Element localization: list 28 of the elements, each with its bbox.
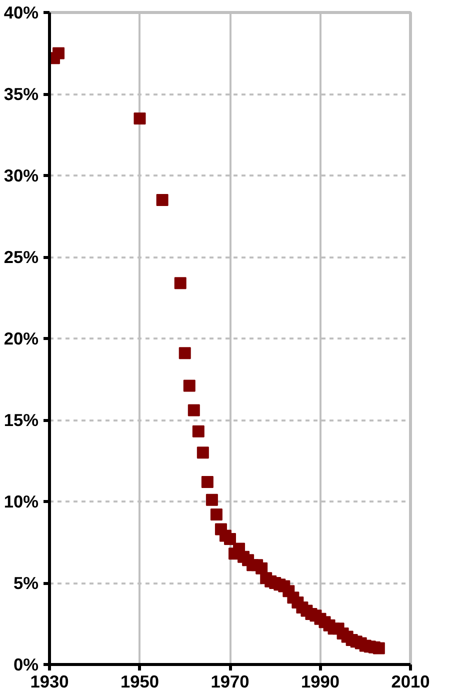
point [188,404,200,416]
y-tick-label: 5% [13,573,38,593]
point [192,425,204,438]
point [372,642,385,654]
point [206,494,218,506]
point [178,347,191,360]
point [134,112,146,124]
point [156,194,168,206]
x-tick-label: 1930 [30,672,69,692]
point [174,277,186,290]
x-tick-label: 1970 [210,672,250,692]
x-tick-label: 2010 [391,672,430,692]
point [52,47,65,60]
x-tick-label: 1950 [120,672,160,692]
x-tick-label: 1990 [300,672,340,692]
y-tick-label: 0% [13,654,38,674]
y-tick-label: 15% [4,410,39,430]
point [224,532,236,545]
y-tick-label: 35% [4,84,39,104]
point [201,476,214,488]
point [183,380,196,392]
y-tick-label: 20% [4,328,39,348]
y-tick-label: 10% [4,492,39,512]
point [210,508,222,521]
point [196,446,209,459]
y-tick-label: 40% [4,2,39,22]
y-tick-label: 25% [4,247,39,267]
y-tick-label: 30% [4,166,39,186]
